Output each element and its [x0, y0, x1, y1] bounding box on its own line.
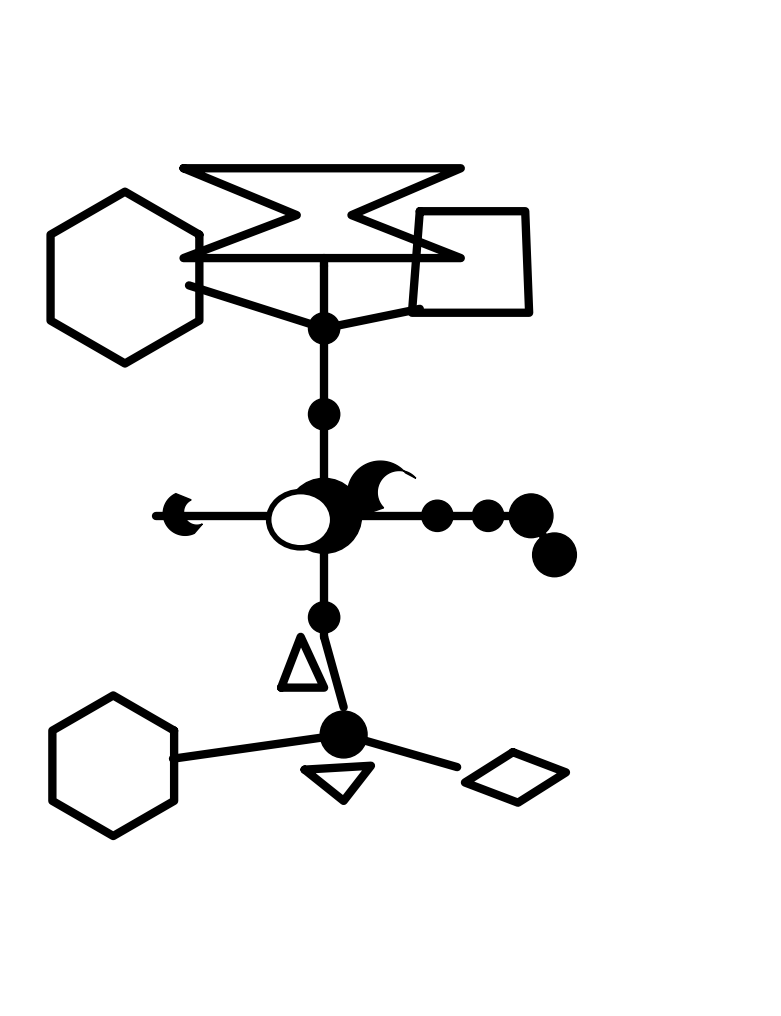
- Ellipse shape: [269, 492, 333, 548]
- Circle shape: [320, 711, 367, 758]
- Circle shape: [308, 313, 340, 344]
- Circle shape: [422, 500, 453, 531]
- Circle shape: [533, 533, 576, 577]
- Circle shape: [287, 479, 362, 554]
- Circle shape: [308, 601, 340, 633]
- Polygon shape: [163, 494, 202, 535]
- Circle shape: [509, 494, 553, 537]
- Circle shape: [308, 398, 340, 430]
- Circle shape: [473, 500, 504, 531]
- Polygon shape: [348, 461, 415, 517]
